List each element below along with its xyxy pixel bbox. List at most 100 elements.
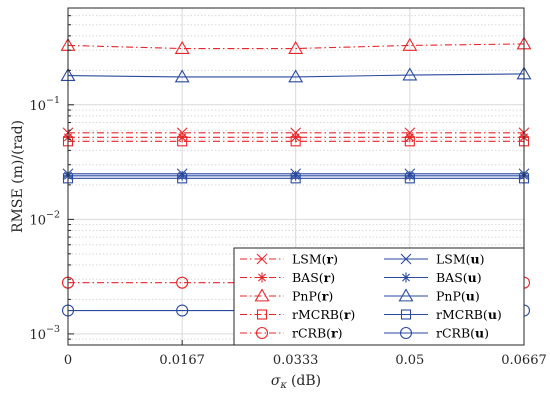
legend-label-name: rCRB( [292,326,331,341]
legend-marker [254,288,270,302]
series-pnp-u-marker [288,69,304,83]
legend-label-name: PnP( [436,289,466,304]
legend-label-close: ) [497,307,502,322]
legend-label-close: ) [477,270,482,285]
legend-label-close: ) [330,270,335,285]
legend-label-name: LSM( [436,252,471,267]
legend-label-close: ) [328,289,333,304]
legend-label: PnP(r) [292,289,333,304]
legend-marker [400,309,412,320]
series-rcrb-u-marker [176,304,189,317]
legend-marker [256,253,268,265]
legend-marker [257,272,267,283]
x-axis-label-subscript: κ [279,380,287,391]
legend-entry-pnp-r: PnP(r) [240,288,333,304]
y-tick-label-exponent: −2 [46,209,60,220]
legend-entry-bas-r: BAS(r) [240,270,335,285]
legend-entry-lsm-r: LSM(r) [240,252,338,267]
x-tick-label: 0.0333 [273,353,319,368]
legend-label-param: r [322,289,329,304]
legend-entry-rcrb-r: rCRB(r) [240,326,343,341]
y-tick-label-exponent: −1 [46,95,60,106]
legend-marker [399,326,413,340]
legend-label: BAS(u) [436,270,482,285]
series-bas-u-marker [177,170,188,181]
series-pnp-r-marker [174,40,190,54]
series-pnp-r-line [67,43,525,50]
y-tick-label: 10−1 [29,95,60,114]
series-bas-u-marker [404,170,415,181]
legend-label-name: PnP( [292,289,322,304]
series-pnp-u-marker [174,69,190,83]
legend-entry-rmcrb-r: rMCRB(r) [240,307,355,322]
legend-label: BAS(r) [292,270,335,285]
legend-label-name: BAS( [292,270,324,285]
legend-entry-bas-u: BAS(u) [384,270,482,285]
legend-label-param: u [488,307,497,322]
legend-marker [401,272,411,283]
legend-label-name: rMCRB( [436,307,488,322]
legend-label-name: rMCRB( [292,307,344,322]
legend-label: PnP(u) [436,289,480,304]
legend-label-close: ) [333,252,338,267]
legend-label-param: r [327,252,334,267]
legend-label: LSM(u) [436,252,485,267]
legend-label: rCRB(r) [292,326,343,341]
y-tick-label: 10−3 [29,324,60,343]
legend-label-param: u [471,252,480,267]
series-pnp-u-marker [402,67,418,81]
legend-label-close: ) [484,326,489,341]
series-pnp-r [60,36,532,54]
legend-entry-rcrb-u: rCRB(u) [384,326,489,341]
legend-label: rMCRB(r) [292,307,355,322]
x-axis-label-unit: (dB) [291,373,321,389]
legend-marker [398,288,414,302]
legend-label: rMCRB(u) [436,307,502,322]
series-pnp-u [60,66,532,83]
legend-box [233,247,525,346]
y-tick-label-base: 10 [29,99,46,114]
series-rmcrb-u-marker [177,173,188,184]
legend-label-param: r [331,326,338,341]
x-axis-label: σκ (dB) [271,373,321,391]
legend-label-param: r [324,270,331,285]
y-tick-label-base: 10 [29,213,46,228]
legend-entry-lsm-u: LSM(u) [384,252,485,267]
legend-marker [400,253,412,265]
y-tick-label: 10−2 [29,209,60,228]
series-rmcrb-u-marker [290,173,301,184]
series-bas-u [63,170,529,181]
legend-label: rCRB(u) [436,326,489,341]
series-rcrb-r-marker [176,276,189,289]
series-rmcrb-r-marker [177,136,188,147]
x-tick-label: 0.0667 [501,353,547,368]
y-tick-label-base: 10 [29,328,46,343]
legend-label-close: ) [338,326,343,341]
legend: LSM(r)BAS(r)PnP(r)rMCRB(r)rCRB(r)LSM(u)B… [233,247,525,346]
legend-entry-rmcrb-u: rMCRB(u) [384,307,502,322]
legend-label-param: u [475,326,484,341]
x-tick-label: 0.0167 [159,353,205,368]
series-pnp-r-marker [288,40,304,54]
series-pnp-u-line [67,73,525,78]
series-rmcrb-r-marker [404,136,415,147]
x-tick-label: 0 [64,353,72,368]
legend-entry-pnp-u: PnP(u) [384,288,480,304]
series-rmcrb-u-marker [404,173,415,184]
series-pnp-r-marker [402,37,418,51]
x-axis-label-symbol: σ [271,373,281,389]
legend-label-close: ) [350,307,355,322]
legend-marker [255,326,269,340]
legend-label-name: LSM( [292,252,327,267]
legend-marker [256,309,268,320]
legend-label-param: u [468,270,477,285]
legend-label-param: r [344,307,351,322]
legend-label: LSM(r) [292,252,338,267]
legend-label-name: BAS( [436,270,468,285]
y-tick-label-exponent: −3 [46,324,60,335]
legend-label-name: rCRB( [436,326,475,341]
legend-label-param: u [466,289,475,304]
legend-label-close: ) [480,252,485,267]
